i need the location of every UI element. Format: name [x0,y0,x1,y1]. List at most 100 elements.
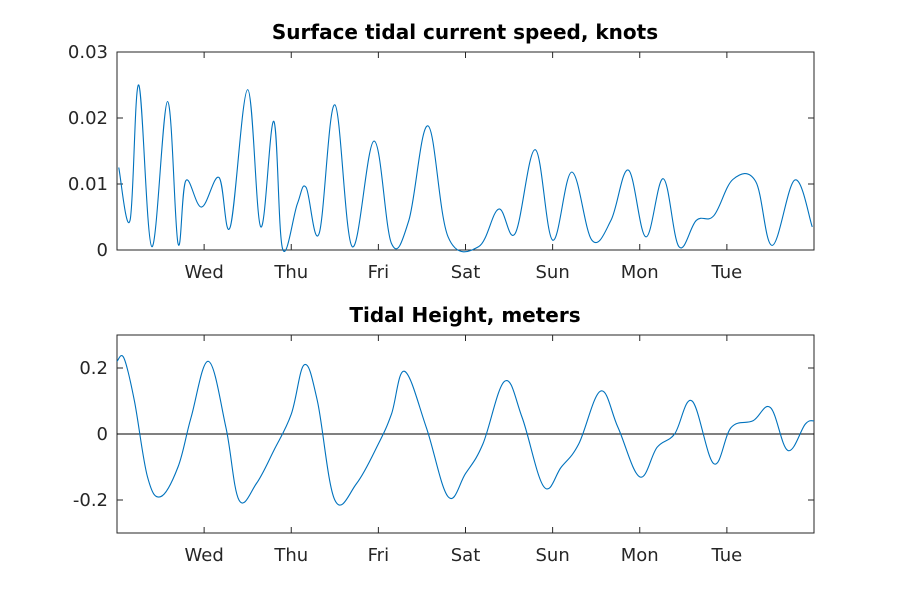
current-speed-ytick-label: 0.03 [68,42,108,63]
tidal-height-data-point [805,424,806,425]
tidal-height-data-point [226,427,227,428]
current-speed-data-point [498,209,499,210]
tidal-height-data-point [304,364,305,365]
tidal-height-ytick-label: 0 [97,424,108,445]
tidal-height-data-point [448,496,449,497]
tidal-height-data-point [178,467,179,468]
current-speed-data-point [448,236,449,237]
tidal-height-data-point [618,427,619,428]
tidal-height-data-point [753,420,754,421]
current-speed-data-point [552,240,553,241]
tidal-height-data-point [291,414,292,415]
current-speed-ytick-label: 0.02 [68,108,108,129]
current-speed-ticks: 0 0.01 0.02 0.03 Wed Thu Fri Sat Sun Mon Tue [68,42,814,283]
current-speed-title: Surface tidal current speed, knots [272,20,658,44]
current-speed-ytick-label: 0 [97,240,108,261]
current-speed-data-point [571,172,572,173]
current-speed-data-point [794,180,795,181]
current-speed-data-point [478,246,479,247]
current-speed-xtick-label: Sat [451,262,481,283]
tidal-height-ytick-label: -0.2 [73,490,108,511]
tidal-height-data-point [561,467,562,468]
current-speed-data-point [273,121,274,122]
tidal-height-xtick-label: Wed [185,545,224,566]
current-speed-data-point [374,141,375,142]
current-speed-data-point [201,207,202,208]
tidal-height-panel: Tidal Height, meters -0.2 0 0.2 Wed Thu Fri Sa… [73,303,815,566]
tidal-height-data-point [578,444,579,445]
tidal-height-xtick-label: Mon [621,545,659,566]
tidal-height-data-point [256,483,257,484]
current-speed-data-point [591,240,592,241]
tidal-height-data-point [770,407,771,408]
tidal-height-data-point [239,500,240,501]
current-speed-data-point [219,177,220,178]
tidal-height-data-point [334,500,335,501]
current-speed-data-point [733,179,734,180]
tidal-height-data-point [378,444,379,445]
tidal-height-data-point [160,496,161,497]
tidal-height-data-point [522,417,523,418]
current-speed-data-point [230,227,231,228]
current-speed-data-point [138,85,139,86]
current-speed-data-point [679,246,680,247]
current-speed-data-point [535,149,536,150]
current-speed-data-point [611,220,612,221]
tidal-height-data-point [134,401,135,402]
current-speed-data-point [334,104,335,105]
current-speed-data-point [352,246,353,247]
current-speed-panel: Surface tidal current speed, knots 0 0.01… [68,20,815,283]
current-speed-data-point [772,245,773,246]
current-speed-data-point [260,227,261,228]
current-speed-data-point [185,180,186,181]
tidal-height-series [116,354,815,506]
current-speed-data-point [812,227,813,228]
current-speed-data-point [167,101,168,102]
tidal-height-title: Tidal Height, meters [349,303,580,327]
tidal-height-data-point [713,463,714,464]
tidal-height-data-point [692,401,693,402]
tidal-height-data-point [639,477,640,478]
current-speed-xtick-label: Wed [185,262,224,283]
tidal-height-data-point [787,450,788,451]
tidal-height-data-point [674,434,675,435]
tidal-height-data-point [356,483,357,484]
tidal-height-data-point [208,361,209,362]
tidal-height-data-point [600,391,601,392]
current-speed-data-point [151,246,152,247]
tidal-height-series-line [116,354,815,506]
current-speed-data-point [391,243,392,244]
current-speed-ytick-label: 0.01 [68,174,108,195]
tidal-height-data-point [117,361,118,362]
current-speed-data-point [282,248,283,249]
current-speed-series [118,84,813,253]
current-speed-data-point [645,236,646,237]
tidal-height-data-point [124,358,125,359]
tidal-height-data-point [544,486,545,487]
current-speed-data-point [663,178,664,179]
tidal-height-ytick-label: 0.2 [79,358,108,379]
tidal-height-xtick-label: Sat [451,545,481,566]
tidal-height-data-point [391,414,392,415]
tidal-height-xtick-label: Fri [368,545,389,566]
tidal-height-data-point [404,371,405,372]
current-speed-data-point [755,181,756,182]
tidal-height-data-point [814,420,815,421]
current-speed-series-line [118,84,813,253]
current-speed-data-point [515,233,516,234]
current-speed-axes [116,51,815,251]
tidal-height-data-point [191,417,192,418]
tidal-height-xtick-label: Sun [536,545,570,566]
tidal-height-data-point [317,401,318,402]
current-speed-data-point [306,187,307,188]
current-speed-xtick-label: Sun [536,262,570,283]
tidal-height-data-point [504,381,505,382]
current-speed-data-point [696,220,697,221]
current-speed-data-point [628,170,629,171]
tidal-height-data-point [147,477,148,478]
current-speed-xtick-label: Tue [711,262,743,283]
tidal-height-xtick-label: Thu [273,545,308,566]
tidal-height-data-point [731,427,732,428]
tidal-height-data-point [483,444,484,445]
